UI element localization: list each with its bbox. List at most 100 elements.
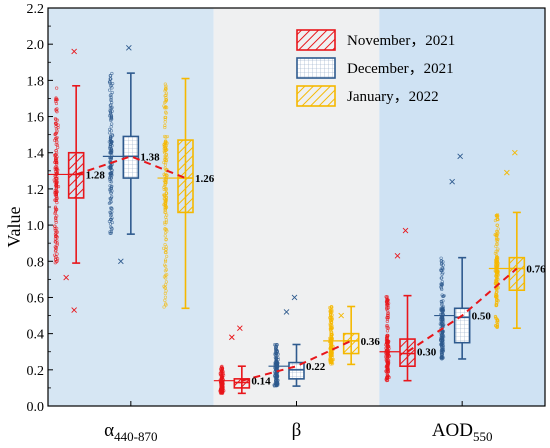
data-point [328,313,333,317]
data-point [275,343,279,347]
y-tick-label: 1.2 [27,183,45,198]
data-point [165,254,169,259]
data-point [54,109,58,113]
data-point [163,180,167,184]
data-point [108,231,112,235]
data-point [52,253,57,257]
data-point [110,207,114,211]
mean-labels: 1.28 1.38 1.26 0.14 0.22 0.36 0.30 0.50 0.76 [86,151,546,387]
data-point [386,361,390,365]
data-point [220,375,225,379]
data-point [109,172,114,176]
outlier-marker [291,294,298,301]
data-point [386,352,390,356]
data-point [274,371,278,376]
outlier-marker [237,325,243,332]
outlier-marker [71,307,77,313]
y-tick-label: 0.0 [27,400,45,415]
data-point [439,256,443,260]
data-point [275,375,280,379]
data-point [386,339,390,344]
data-point [164,97,168,102]
data-point [162,193,166,197]
y-tick-label: 1.4 [27,147,45,162]
data-point [330,305,334,309]
data-point [442,294,446,298]
data-point [164,86,168,90]
data-point [495,277,499,281]
data-point [495,322,499,327]
data-point [440,349,444,353]
data-point [439,336,443,340]
data-point [54,156,58,160]
data-point [163,222,167,226]
data-point [56,145,60,150]
data-point [274,359,278,363]
data-point [164,280,168,284]
data-point [53,205,58,209]
data-point [54,245,58,250]
data-point [165,134,169,139]
data-point [385,319,389,323]
data-point [163,94,167,98]
data-point [109,140,113,144]
data-point [328,309,332,314]
data-point [55,207,59,212]
data-point [164,152,169,157]
data-point [328,316,332,320]
data-point [440,321,444,325]
data-point [440,330,444,334]
data-point [110,133,114,137]
data-point [52,178,56,182]
mean-trend-line [241,339,352,382]
data-point [54,183,58,187]
outlier-marker [457,153,463,160]
x-group-label: AOD550 [432,420,493,444]
data-point [494,294,498,298]
data-point [53,138,57,142]
data-point [385,378,389,383]
data-point [109,142,113,146]
data-point [440,335,444,340]
data-point [494,258,498,262]
data-point [276,378,280,383]
box [399,338,416,367]
data-point [493,314,498,319]
data-point [164,205,169,210]
data-point [56,126,60,130]
data-point [163,123,167,128]
data-point [493,233,497,237]
legend-swatch [296,85,336,107]
data-point [495,293,499,297]
data-point [494,236,499,240]
data-point [496,231,500,235]
data-point [220,374,224,378]
data-point [496,218,500,222]
data-point [164,247,168,251]
data-point [163,155,167,160]
data-point [108,222,113,226]
data-point [54,158,58,162]
data-point [495,217,500,221]
y-tick-label: 0.8 [27,255,45,270]
data-point [441,299,445,303]
data-point [53,211,57,216]
x-axis: α440-870 β AOD550 [104,401,493,444]
data-point [329,332,333,336]
data-point [330,317,334,321]
data-point [53,224,57,228]
data-point [110,189,114,193]
data-point [495,233,499,237]
data-point [108,210,112,214]
data-point [54,217,58,221]
data-point [494,244,498,249]
data-point [54,234,58,238]
data-point [163,227,167,231]
data-point [55,226,59,230]
box [288,361,305,380]
data-point [54,218,58,223]
data-point [495,325,499,329]
data-point [440,308,445,312]
data-point [56,185,61,189]
data-point [329,345,333,349]
